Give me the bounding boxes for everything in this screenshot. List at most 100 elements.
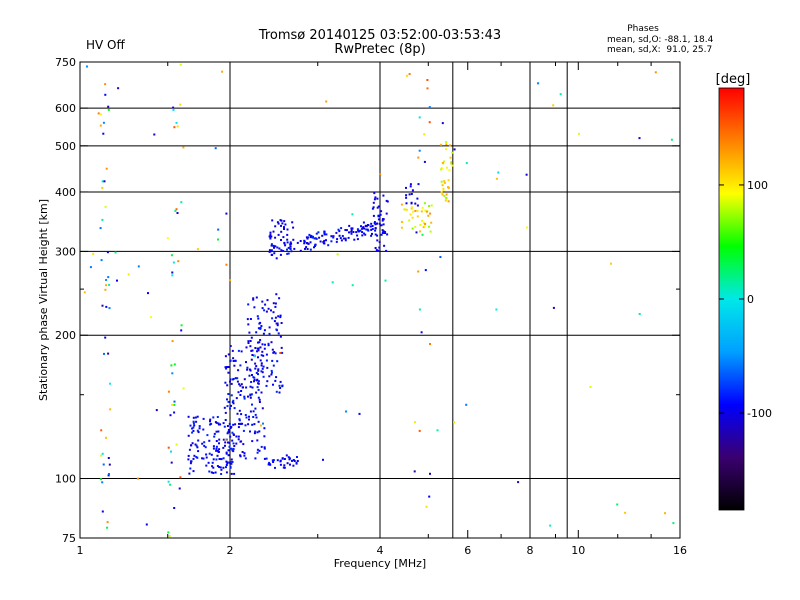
- f-layer-point: [270, 244, 273, 247]
- f-layer-point: [323, 233, 326, 236]
- scattered-echo-point: [173, 411, 176, 414]
- cusp-point: [382, 230, 385, 233]
- o-mode-point: [226, 405, 229, 408]
- o-mode-point: [260, 325, 263, 327]
- cusp-point: [378, 246, 381, 249]
- o-mode-point: [251, 374, 253, 376]
- o-mode-point: [253, 423, 256, 426]
- scattered-echo-point: [103, 352, 105, 355]
- x-mode-point: [447, 186, 450, 189]
- o-mode-point: [252, 410, 255, 413]
- f-layer-point: [370, 222, 373, 225]
- o-mode-point: [260, 354, 263, 357]
- scattered-echo-point: [176, 212, 179, 214]
- scattered-echo-point: [169, 414, 172, 417]
- f-layer-point: [356, 228, 359, 231]
- o-mode-point: [251, 349, 254, 352]
- o-mode-point: [249, 410, 252, 413]
- f-layer-point: [303, 239, 306, 242]
- f-layer-point: [296, 241, 299, 244]
- o-mode-point: [254, 430, 257, 433]
- f-layer-point: [341, 235, 344, 237]
- f-layer-point: [332, 235, 335, 238]
- o-mode-point: [258, 449, 261, 452]
- o-mode-point: [277, 315, 280, 318]
- o-mode-point: [227, 428, 230, 431]
- o-mode-point: [218, 423, 220, 426]
- x-mode-point: [445, 193, 448, 196]
- cusp-point: [378, 222, 381, 225]
- o-mode-point: [278, 297, 281, 300]
- scattered-echo-point: [549, 524, 552, 527]
- o-mode-point: [224, 411, 227, 414]
- o-mode-point: [205, 464, 208, 467]
- f-layer-point: [317, 231, 320, 234]
- scattered-echo-point: [171, 403, 174, 406]
- scattered-echo-point: [170, 450, 172, 453]
- o-mode-point: [252, 416, 255, 418]
- o-mode-point: [230, 382, 233, 385]
- f-layer-point: [309, 236, 312, 239]
- o-mode-point: [229, 466, 232, 469]
- o-mode-point: [250, 349, 253, 352]
- f-layer-point: [323, 239, 326, 242]
- f-layer-point: [309, 241, 312, 244]
- o-mode-point: [253, 380, 255, 383]
- o-mode-point: [234, 359, 237, 362]
- o-mode-point: [222, 457, 225, 460]
- o-mode-point: [261, 307, 264, 310]
- x-mode-point: [445, 166, 448, 169]
- scattered-echo-point: [171, 274, 174, 277]
- o-mode-point: [198, 427, 201, 430]
- o-mode-point: [187, 458, 190, 461]
- o-mode-point: [257, 349, 260, 352]
- scattered-echo-point: [578, 132, 580, 135]
- scattered-echo-point: [429, 472, 431, 475]
- o-mode-point: [256, 448, 259, 451]
- o-mode-point: [187, 454, 190, 457]
- scattered-echo-point: [172, 109, 175, 111]
- o-mode-point: [229, 360, 232, 363]
- scattered-echo-point: [97, 112, 100, 115]
- cusp-point: [374, 223, 377, 226]
- o-mode-point: [243, 452, 246, 455]
- x-mode-point: [420, 210, 423, 213]
- o-mode-point: [273, 320, 276, 323]
- o-mode-point: [209, 418, 212, 421]
- x-mode-point: [416, 209, 419, 212]
- cusp-point: [373, 198, 376, 201]
- x-mode-point: [408, 219, 411, 222]
- scattered-echo-point: [351, 284, 354, 287]
- o-mode-point: [189, 424, 192, 427]
- o-mode-point: [224, 419, 227, 421]
- o-mode-point: [288, 457, 291, 460]
- f-layer-point: [348, 231, 350, 234]
- f-layer-point: [286, 248, 288, 251]
- o-mode-point: [220, 458, 223, 461]
- scattered-echo-point: [117, 87, 120, 90]
- scattered-echo-point: [379, 173, 381, 176]
- x-mode-point: [440, 191, 443, 194]
- f-layer-point: [335, 231, 338, 234]
- o-mode-point: [224, 441, 227, 444]
- scattered-echo-point: [345, 410, 348, 413]
- o-mode-point: [256, 315, 259, 318]
- o-mode-point: [230, 462, 233, 465]
- o-mode-point: [255, 371, 258, 374]
- o-mode-point: [254, 367, 257, 370]
- o-mode-point: [232, 378, 235, 380]
- x-mode-point: [421, 206, 424, 209]
- o-mode-point: [281, 457, 284, 460]
- f-layer-point: [280, 249, 283, 252]
- f-layer-point: [363, 227, 366, 230]
- o-mode-point: [235, 442, 238, 445]
- f-layer-point: [322, 241, 325, 243]
- scattered-echo-point: [417, 270, 420, 273]
- o-mode-point: [249, 430, 251, 433]
- o-mode-point: [228, 441, 231, 444]
- x-mode-point: [440, 168, 442, 171]
- cusp-point: [408, 193, 411, 196]
- x-mode-point: [410, 207, 413, 210]
- f-layer-point: [338, 234, 341, 237]
